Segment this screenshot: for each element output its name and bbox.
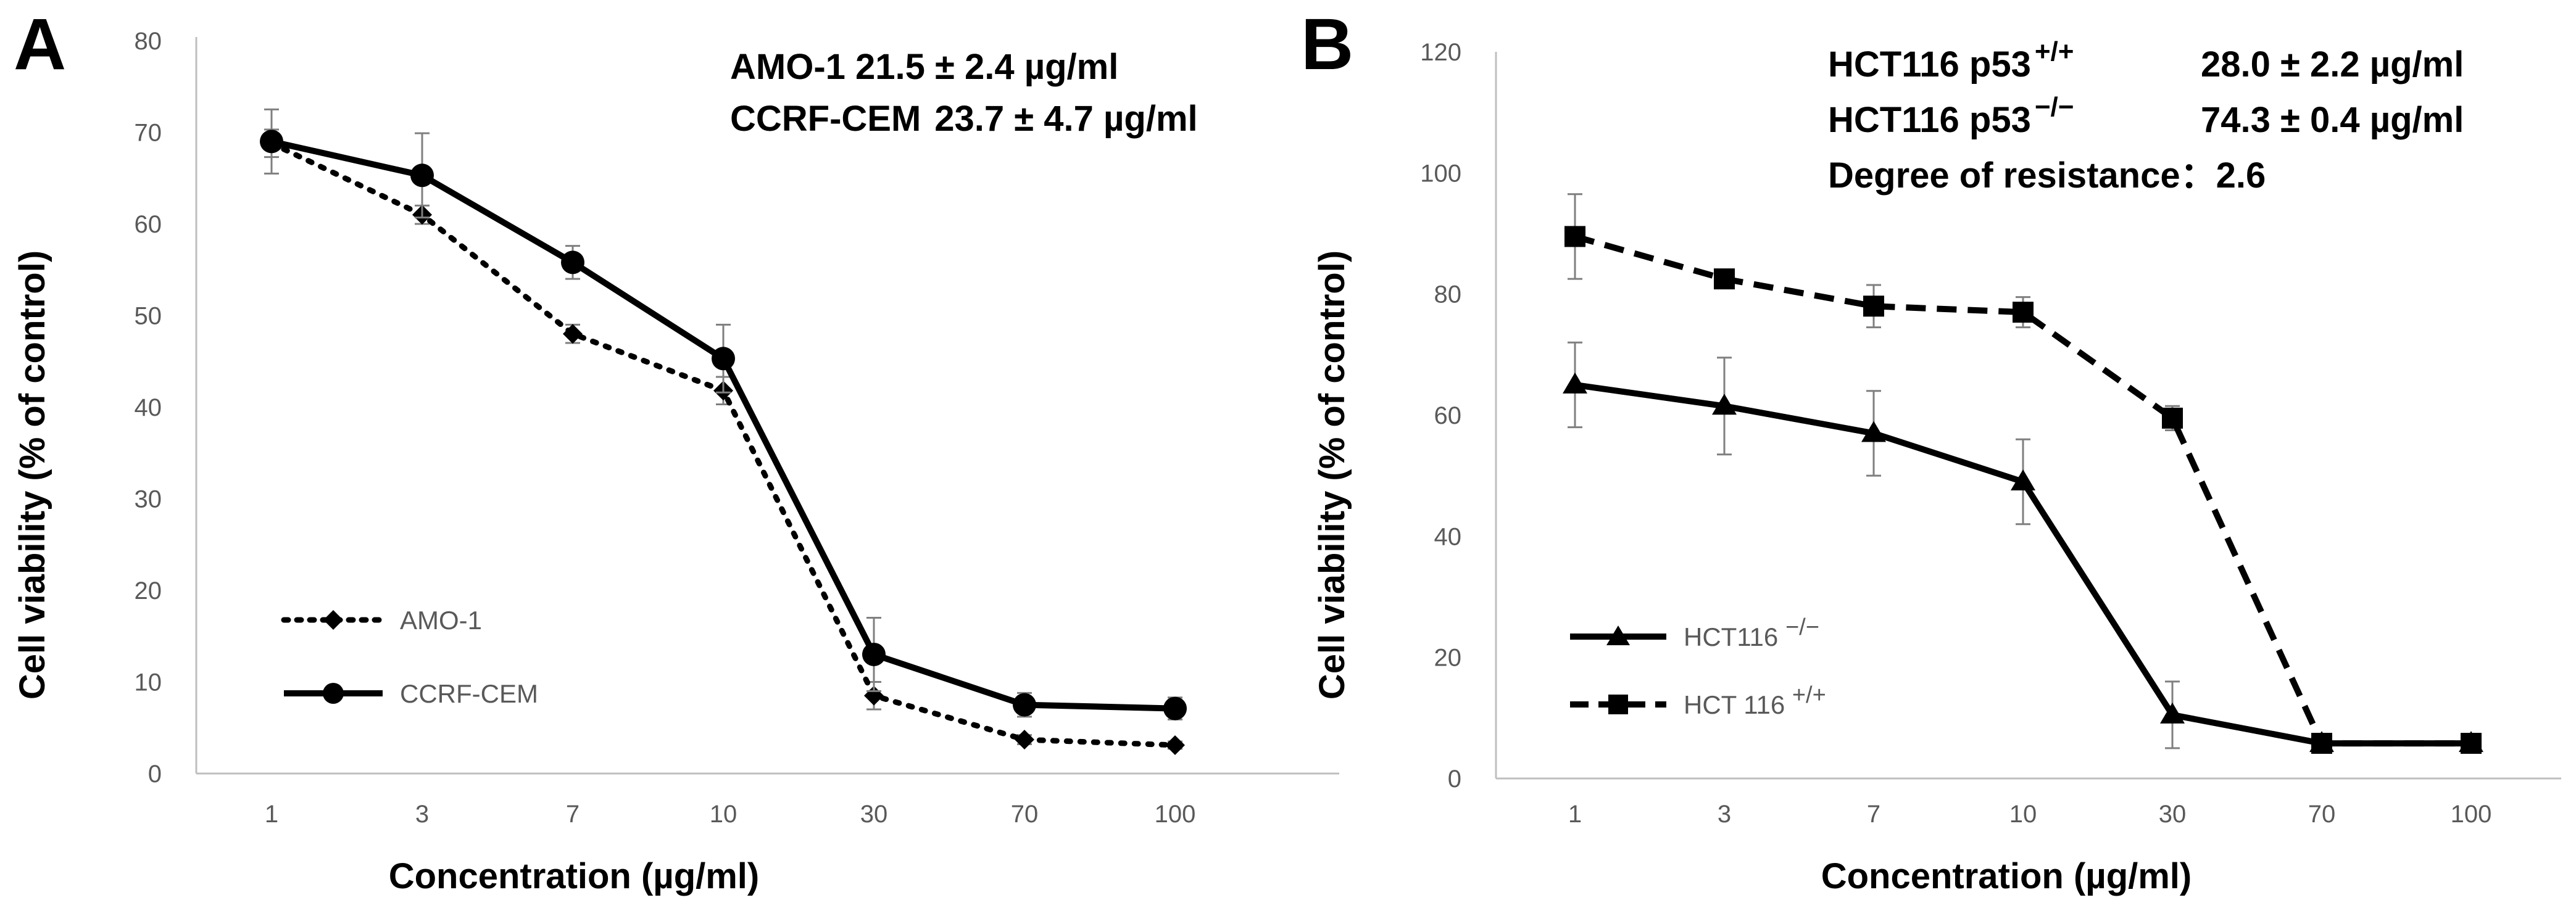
panel-b: B Cell viability (% of control) Concentr…	[1301, 4, 2561, 896]
y-tick-label-a: 50	[135, 303, 162, 330]
data-point-hct-116	[2162, 407, 2183, 429]
legend-label-ko: HCT116 −/−	[1684, 614, 1819, 651]
data-point-hct116	[2011, 469, 2035, 490]
data-point-hct116	[1861, 421, 1886, 442]
data-point-ccrf-cem	[260, 130, 283, 154]
x-tick-label-a: 100	[1155, 801, 1196, 828]
data-point-hct-116	[1714, 268, 1735, 290]
y-tick-label-a: 70	[135, 120, 162, 147]
data-point-ccrf-cem	[712, 347, 735, 371]
y-axis-label-a: Cell viability (% of control)	[12, 250, 52, 700]
data-point-hct116	[1563, 372, 1587, 394]
y-tick-label-a: 0	[148, 761, 162, 788]
annotation-p53-wt-ic50: 28.0 ± 2.2 µg/ml	[2201, 44, 2464, 85]
panel-a: A Cell viability (% of control) Concentr…	[12, 4, 1339, 896]
x-axis-label-b: Concentration (µg/ml)	[1821, 856, 2192, 896]
annotation-p53-wt: HCT116 p53 +/+	[1828, 36, 2074, 85]
annotation-p53-wt-name: HCT116 p53	[1828, 44, 2031, 85]
x-tick-label-a: 70	[1011, 801, 1039, 828]
panel-label-a: A	[14, 4, 66, 85]
annotation-amo1-value: 21.5 ± 2.4 µg/ml	[855, 47, 1118, 87]
y-tick-label-a: 30	[135, 486, 162, 513]
annotation-resistance: Degree of resistance：2.6	[1828, 155, 2266, 196]
legend-label-amo1: AMO-1	[400, 606, 482, 635]
data-point-ccrf-cem	[561, 250, 584, 274]
data-point-hct116	[1712, 394, 1737, 415]
annotation-p53-ko-name: HCT116 p53	[1828, 100, 2031, 140]
x-tick-label-a: 7	[566, 801, 580, 828]
x-tick-label-b: 100	[2451, 801, 2492, 828]
annotation-p53-ko: HCT116 p53 −/−	[1828, 92, 2074, 140]
y-tick-label-b: 120	[1420, 39, 1461, 66]
y-tick-label-a: 80	[135, 28, 162, 55]
legend-marker-circle	[323, 683, 344, 704]
y-tick-label-b: 0	[1448, 766, 1461, 793]
data-point-hct-116	[2461, 733, 2482, 754]
plot-area-b	[1563, 193, 2483, 754]
x-tick-label-a: 10	[710, 801, 737, 828]
legend-label-wt-base: HCT 116	[1684, 690, 1792, 719]
x-tick-label-b: 70	[2308, 801, 2336, 828]
x-tick-label-b: 30	[2159, 801, 2187, 828]
y-tick-label-b: 60	[1434, 402, 1462, 429]
y-tick-label-a: 10	[135, 669, 162, 696]
x-tick-label-b: 3	[1718, 801, 1731, 828]
legend-label-ko-sup: −/−	[1785, 614, 1819, 640]
annotation-resistance-value: 2.6	[2216, 155, 2266, 196]
annotation-p53-ko-sup: −/−	[2035, 92, 2074, 122]
legend-marker-diamond	[323, 610, 343, 630]
plot-area-a	[260, 108, 1187, 755]
panel-label-b: B	[1301, 4, 1353, 85]
x-tick-label-b: 1	[1568, 801, 1582, 828]
data-point-ccrf-cem	[1013, 693, 1036, 717]
y-axis-label-b: Cell viability (% of control)	[1312, 250, 1352, 700]
y-tick-label-b: 20	[1434, 645, 1462, 672]
legend-label-ccrf: CCRF-CEM	[400, 679, 538, 708]
x-axis-label-a: Concentration (µg/ml)	[389, 856, 760, 896]
y-tick-label-a: 60	[135, 211, 162, 238]
y-tick-label-a: 20	[135, 577, 162, 605]
data-point-hct116	[2160, 702, 2185, 724]
legend-label-wt-sup: +/+	[1792, 682, 1826, 708]
legend-b: HCT116 −/− HCT 116 +/+	[1570, 614, 1826, 719]
y-tick-label-b: 100	[1420, 160, 1461, 187]
annotation-amo1-name: AMO-1	[730, 47, 846, 87]
annotation-resistance-name: Degree of resistance：	[1828, 155, 2216, 196]
data-point-amo-1	[1015, 730, 1034, 750]
x-tick-label-a: 3	[415, 801, 429, 828]
series-line-amo-1	[268, 140, 1178, 748]
annotation-p53-ko-ic50: 74.3 ± 0.4 µg/ml	[2201, 100, 2464, 140]
legend-marker-square	[1608, 695, 1628, 714]
data-point-ccrf-cem	[862, 642, 886, 666]
x-tick-label-b: 10	[2009, 801, 2037, 828]
ticks-b: 0 20 40 60 80 100 120 1 3 7 10 30 70 100	[1420, 39, 2491, 828]
data-point-amo-1	[563, 324, 583, 344]
x-tick-label-b: 7	[1867, 801, 1880, 828]
y-tick-label-b: 80	[1434, 281, 1462, 308]
data-point-hct-116	[2311, 733, 2332, 754]
data-point-hct-116	[1863, 295, 1884, 317]
legend-a: AMO-1 CCRF-CEM	[281, 606, 538, 708]
y-tick-label-b: 40	[1434, 523, 1462, 550]
ticks-a: 0 10 20 30 40 50 60 70 80 1 3 7 10 30 70 100	[135, 28, 1196, 828]
data-point-hct-116	[1564, 226, 1585, 247]
data-point-amo-1	[1165, 735, 1185, 755]
legend-label-ko-base: HCT116	[1684, 622, 1785, 651]
x-tick-label-a: 30	[860, 801, 888, 828]
annotation-ccrf: CCRF-CEM 23.7 ± 4.7 µg/ml	[730, 99, 1198, 139]
x-tick-label-a: 1	[265, 801, 278, 828]
annotation-ccrf-value: 23.7 ± 4.7 µg/ml	[934, 99, 1197, 139]
annotation-p53-wt-sup: +/+	[2035, 36, 2074, 67]
data-point-ccrf-cem	[1163, 696, 1187, 720]
legend-label-wt: HCT 116 +/+	[1684, 682, 1826, 719]
annotation-ccrf-name: CCRF-CEM	[730, 99, 921, 139]
legend-marker-triangle	[1606, 625, 1630, 645]
data-point-hct-116	[2013, 302, 2034, 323]
y-tick-label-a: 40	[135, 394, 162, 421]
annotation-amo1: AMO-1 21.5 ± 2.4 µg/ml	[730, 47, 1118, 87]
data-point-ccrf-cem	[410, 163, 434, 188]
